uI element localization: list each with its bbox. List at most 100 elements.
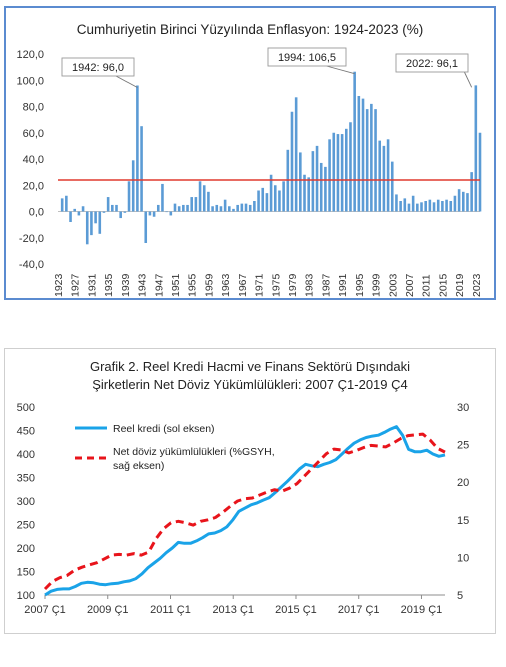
bar-1992 [345, 128, 348, 212]
y-left-tick-label: 250 [17, 520, 35, 532]
bar-1979 [290, 111, 294, 212]
chart-title-line-1: Grafik 2. Reel Kredi Hacmi ve Finans Sek… [90, 359, 410, 374]
bar-1970 [253, 201, 256, 212]
bar-1987 [324, 166, 327, 212]
y-right-tick-label: 15 [457, 515, 469, 527]
bar-2007 [407, 203, 411, 212]
bar-1946 [152, 211, 156, 217]
bar-1942 [136, 85, 139, 212]
bar-1994 [353, 71, 356, 212]
bar-1997 [365, 109, 369, 212]
bar-1980 [294, 97, 298, 212]
bar-1939 [123, 211, 127, 213]
y-right-tick-label: 5 [457, 590, 463, 602]
bar-1950 [169, 211, 173, 216]
bar-1933 [98, 211, 102, 234]
annotation-box [267, 47, 347, 67]
x-tick-label: 1959 [203, 273, 215, 297]
bar-1928 [77, 211, 81, 216]
x-tick-label: 1927 [70, 273, 82, 297]
bar-1932 [94, 211, 97, 224]
bar-1952 [177, 206, 181, 212]
bar-1977 [282, 181, 285, 212]
x-tick-label: 2003 [387, 273, 399, 297]
x-tick-label: 1979 [287, 273, 299, 297]
legend-label-reel-kredi: Reel kredi (sol eksen) [113, 423, 215, 435]
bar-1981 [299, 152, 302, 212]
annotation-leader-line [463, 71, 473, 88]
x-tick-label: 2019 Ç1 [401, 604, 443, 616]
bar-1924 [60, 198, 64, 212]
annotation-box [395, 53, 469, 73]
bar-2019 [457, 189, 461, 212]
bar-2013 [432, 202, 436, 212]
bar-2016 [445, 199, 448, 212]
x-tick-label: 2019 [454, 273, 466, 297]
bar-1948 [161, 183, 164, 212]
bar-1944 [144, 211, 148, 243]
x-tick-label: 1963 [220, 273, 232, 297]
bar-1988 [328, 139, 331, 212]
bar-2004 [395, 194, 398, 212]
bar-1958 [202, 185, 206, 212]
bar-1953 [182, 204, 185, 212]
bar-1964 [228, 206, 231, 212]
y-left-tick-label: 150 [17, 567, 35, 579]
y-left-tick-label: 300 [17, 496, 35, 508]
bar-1931 [90, 211, 93, 236]
bar-1989 [332, 132, 336, 212]
bar-2010 [420, 202, 423, 212]
bar-1962 [219, 206, 223, 212]
x-tick-label: 1995 [354, 273, 366, 297]
bar-1968 [244, 203, 248, 212]
bar-1956 [194, 197, 198, 212]
bar-1996 [361, 98, 365, 212]
x-tick-label: 1923 [53, 273, 65, 297]
bar-1935 [106, 197, 110, 212]
bar-2015 [441, 201, 444, 212]
bar-1990 [336, 134, 340, 212]
x-tick-label: 1931 [86, 273, 98, 297]
bar-1969 [248, 204, 252, 212]
y-left-tick-label: 500 [17, 402, 35, 414]
annotation-box [61, 57, 135, 77]
y-right-tick-label: 20 [457, 477, 469, 489]
x-tick-label: 2023 [471, 273, 483, 297]
x-tick-label: 2017 Ç1 [338, 604, 380, 616]
annotation-leader-line [115, 75, 138, 88]
x-tick-label: 1971 [254, 273, 266, 297]
annotation-label: 1994: 106,5 [278, 52, 336, 64]
series-reel-kredi-line [44, 425, 446, 597]
y-tick-label: 80,0 [23, 102, 44, 114]
x-tick-label: 2007 Ç1 [24, 604, 66, 616]
bar-1998 [370, 103, 373, 212]
y-left-tick-label: 100 [17, 590, 35, 602]
bar-1972 [261, 187, 265, 212]
bar-2000 [378, 140, 382, 212]
bar-1961 [215, 204, 219, 212]
annotation-label: 1942: 96,0 [72, 62, 124, 74]
x-tick-label: 1991 [337, 273, 349, 297]
bar-1925 [65, 195, 68, 212]
bar-1957 [198, 181, 202, 212]
bar-2009 [416, 203, 419, 212]
bar-1975 [273, 185, 277, 212]
bar-1971 [257, 190, 260, 212]
bar-1991 [340, 134, 344, 212]
x-tick-label: 1999 [371, 273, 383, 297]
bar-1965 [232, 208, 235, 212]
bar-2006 [403, 198, 407, 212]
bar-2020 [461, 191, 465, 212]
bar-1929 [81, 206, 85, 212]
x-tick-label: 2009 Ç1 [87, 604, 129, 616]
bar-1949 [165, 211, 168, 213]
x-tick-label: 2011 Ç1 [150, 604, 191, 616]
bar-undefined [478, 132, 482, 212]
x-tick-label: 1947 [153, 273, 165, 297]
x-tick-label: 1951 [170, 273, 182, 297]
x-tick-label: 2013 Ç1 [212, 604, 254, 616]
x-tick-label: 2015 Ç1 [275, 604, 317, 616]
y-right-tick-label: 30 [457, 402, 469, 414]
bar-1930 [85, 211, 89, 245]
y-tick-label: -40,0 [19, 259, 44, 271]
